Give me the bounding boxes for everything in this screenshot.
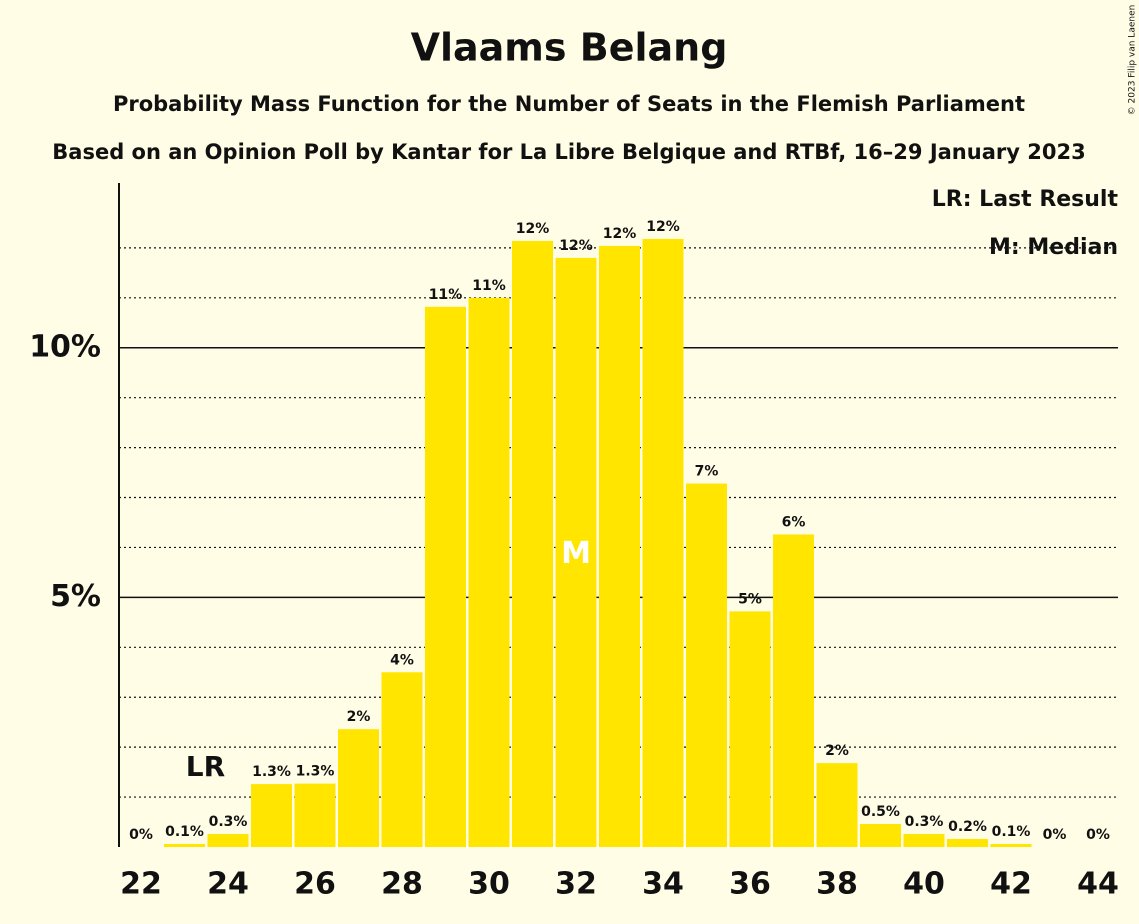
x-tick-label: 24: [207, 867, 249, 902]
bar: [903, 834, 945, 847]
bar: [642, 238, 684, 848]
data-label: 0.3%: [905, 814, 944, 830]
data-label: 12%: [559, 238, 593, 254]
x-tick-label: 22: [120, 867, 162, 902]
data-label: 0.1%: [992, 824, 1031, 840]
x-tick-label: 36: [729, 867, 771, 902]
chart-subtitle: Based on an Opinion Poll by Kantar for L…: [52, 140, 1085, 164]
bar: [338, 729, 379, 847]
data-label: 12%: [603, 226, 637, 242]
legend-entry: LR: Last Result: [932, 187, 1119, 212]
data-label: 1.3%: [252, 764, 291, 780]
bar: [425, 306, 466, 847]
y-tick-label: 5%: [50, 579, 101, 614]
x-tick-label: 38: [816, 867, 858, 902]
data-label: 11%: [472, 278, 506, 294]
data-label: 4%: [390, 652, 414, 668]
bar: [164, 844, 205, 847]
data-label: 12%: [516, 221, 550, 237]
median-marker: M: [561, 536, 591, 571]
bar: [990, 844, 1032, 847]
y-tick-label: 10%: [29, 329, 101, 364]
data-label: 1.3%: [296, 764, 335, 780]
data-label: 11%: [429, 287, 463, 303]
x-tick-label: 28: [381, 867, 423, 902]
data-label: 0.5%: [861, 804, 900, 820]
data-label: 2%: [347, 709, 371, 725]
bar: [816, 763, 858, 847]
last-result-marker: LR: [186, 750, 225, 783]
data-label: 0.2%: [948, 819, 987, 835]
bar: [294, 783, 336, 847]
bar: [555, 257, 597, 847]
data-label: 2%: [825, 743, 849, 759]
bar: [381, 672, 423, 847]
x-tick-label: 32: [555, 867, 597, 902]
x-tick-label: 34: [642, 867, 684, 902]
data-label: 0%: [1086, 827, 1110, 843]
data-label: 0.1%: [165, 824, 204, 840]
chart-subtitle: Probability Mass Function for the Number…: [113, 92, 1025, 116]
copyright: © 2023 Filip van Laenen: [1128, 5, 1138, 116]
bar: [512, 240, 553, 847]
data-label: 0%: [1043, 827, 1067, 843]
data-label: 6%: [782, 514, 806, 530]
x-tick-label: 26: [294, 867, 336, 902]
bar: [207, 834, 249, 847]
bar: [599, 245, 640, 847]
data-label: 5%: [738, 591, 762, 607]
data-label: 0%: [129, 827, 153, 843]
x-tick-label: 40: [903, 867, 945, 902]
data-label: 12%: [646, 219, 680, 235]
bar: [860, 824, 901, 847]
legend-entry: M: Median: [989, 235, 1118, 260]
bar: [468, 297, 510, 848]
bar: [686, 483, 727, 847]
chart-title: Vlaams Belang: [411, 26, 728, 70]
x-tick-label: 30: [468, 867, 510, 902]
bar: [947, 839, 988, 847]
x-tick-label: 44: [1077, 867, 1119, 902]
bar: [773, 534, 814, 847]
bar: [251, 784, 292, 847]
data-label: 7%: [695, 464, 719, 480]
x-tick-label: 42: [990, 867, 1032, 902]
bar: [729, 611, 771, 847]
data-label: 0.3%: [209, 814, 248, 830]
